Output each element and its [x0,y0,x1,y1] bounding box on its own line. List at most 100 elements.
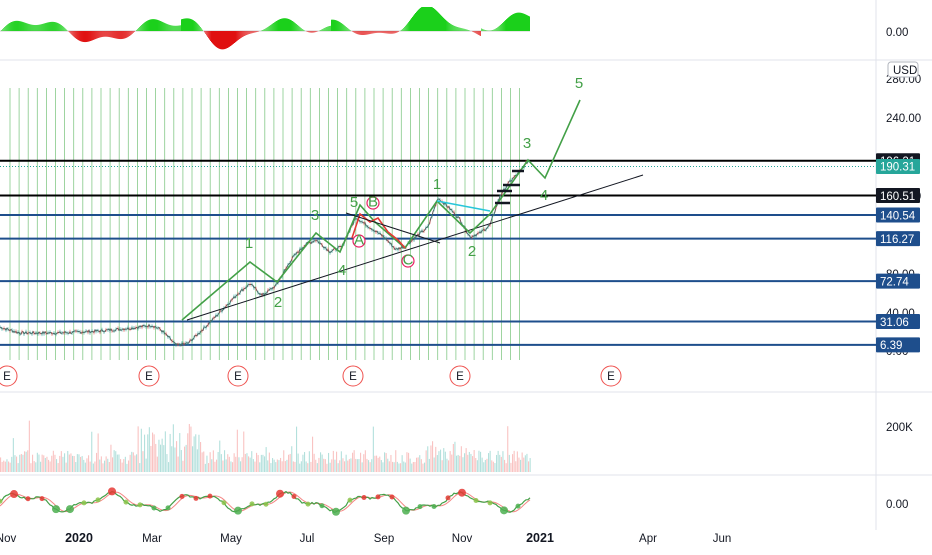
level-tag-72.74[interactable]: 72.74 [876,274,920,289]
level-tag-190.31[interactable]: 190.31 [876,159,920,174]
top-indicator-bar [267,27,268,31]
level-tag-116.27[interactable]: 116.27 [876,231,920,246]
top-indicator-bar [501,24,502,31]
volume-bar [238,457,239,472]
top-indicator-bar [39,25,40,31]
top-indicator-bar [167,24,168,31]
top-indicator-bar [522,13,523,31]
top-indicator-bar [499,26,500,31]
volume-bar [450,451,451,472]
top-indicator-bar [192,20,193,31]
top-indicator-bar [507,18,508,31]
top-indicator-bar [81,31,82,42]
volume-bar [411,464,412,472]
top-indicator-bar [2,29,3,31]
volume-bar [520,460,521,472]
top-indicator-bar [296,24,297,31]
top-indicator-bar [59,24,60,31]
top-indicator-bar [136,30,137,31]
volume-bar [206,456,207,472]
volume-bar [517,451,518,472]
volume-bar [413,462,414,472]
top-indicator-bar [97,31,98,38]
volume-bar [5,462,6,472]
top-indicator-bar [279,19,280,31]
top-indicator-bar [511,15,512,31]
top-indicator-bar [435,10,436,31]
volume-bar [18,463,19,472]
volume-bar [456,456,457,472]
volume-bar [454,442,455,472]
top-indicator-bar [127,31,128,37]
top-indicator-bar [419,9,420,31]
top-indicator-bar [365,31,366,35]
volume-bar [266,447,267,472]
top-indicator-bar [4,27,5,31]
volume-bar [320,452,321,472]
earnings-marker[interactable]: E [450,366,470,386]
earnings-marker[interactable]: E [139,366,159,386]
volume-bar [358,459,359,472]
volume-bar [294,462,295,472]
volume-bar [224,450,225,472]
volume-bar [58,463,59,472]
top-indicator-bar [176,26,177,31]
level-tag-6.39[interactable]: 6.39 [876,337,920,352]
wave-label: 2 [468,243,476,260]
volume-bar [149,427,150,472]
volume-bar [222,461,223,472]
top-indicator-bar [214,31,215,45]
volume-bar [515,461,516,472]
top-indicator-bar [364,31,365,35]
volume-bar [302,455,303,472]
top-indicator-bar [248,31,249,34]
volume-bar [400,463,401,472]
currency-badge[interactable]: USD [888,62,918,77]
top-indicator-bar [207,31,208,37]
volume-bar [434,458,435,472]
top-indicator-bar [346,27,347,31]
top-indicator-bar [377,31,378,33]
top-indicator-bar [445,20,446,31]
top-indicator-bar [163,22,164,31]
top-indicator-bar [449,23,450,31]
top-indicator-bar [389,31,390,34]
top-indicator-bar [456,27,457,31]
level-tag-label: 72.74 [880,276,909,288]
top-indicator-bar [217,31,218,48]
volume-bar [525,455,526,472]
wave-label: 4 [338,262,346,279]
top-indicator-bar [277,20,278,31]
top-indicator-bar [402,29,403,31]
top-indicator-bar [350,30,351,31]
top-indicator-bar [503,22,504,31]
top-indicator-bar [18,21,19,31]
level-tag-140.54[interactable]: 140.54 [876,207,920,222]
earnings-marker[interactable]: E [343,366,363,386]
top-indicator-bar [34,25,35,31]
level-tag-160.51[interactable]: 160.51 [876,188,920,203]
top-indicator-bar [303,30,304,31]
level-tag-31.06[interactable]: 31.06 [876,314,920,329]
oscillator-dot [432,504,437,509]
top-indicator-bar [385,31,386,33]
oscillator-dot [474,498,479,503]
top-indicator-bar [103,31,104,37]
top-indicator-bar [438,13,439,31]
volume-bar [429,459,430,472]
top-indicator-bar [265,28,266,31]
top-indicator-bar [32,25,33,31]
earnings-marker[interactable]: E [0,366,17,386]
top-indicator-bar [263,30,264,31]
earnings-marker[interactable]: E [228,366,248,386]
top-indicator-bar [485,30,486,31]
volume-bar [40,462,41,472]
volume-bar [498,451,499,472]
volume-bar [286,460,287,472]
earnings-marker[interactable]: E [601,366,621,386]
volume-bar [301,461,302,472]
top-indicator-bar [72,31,73,36]
